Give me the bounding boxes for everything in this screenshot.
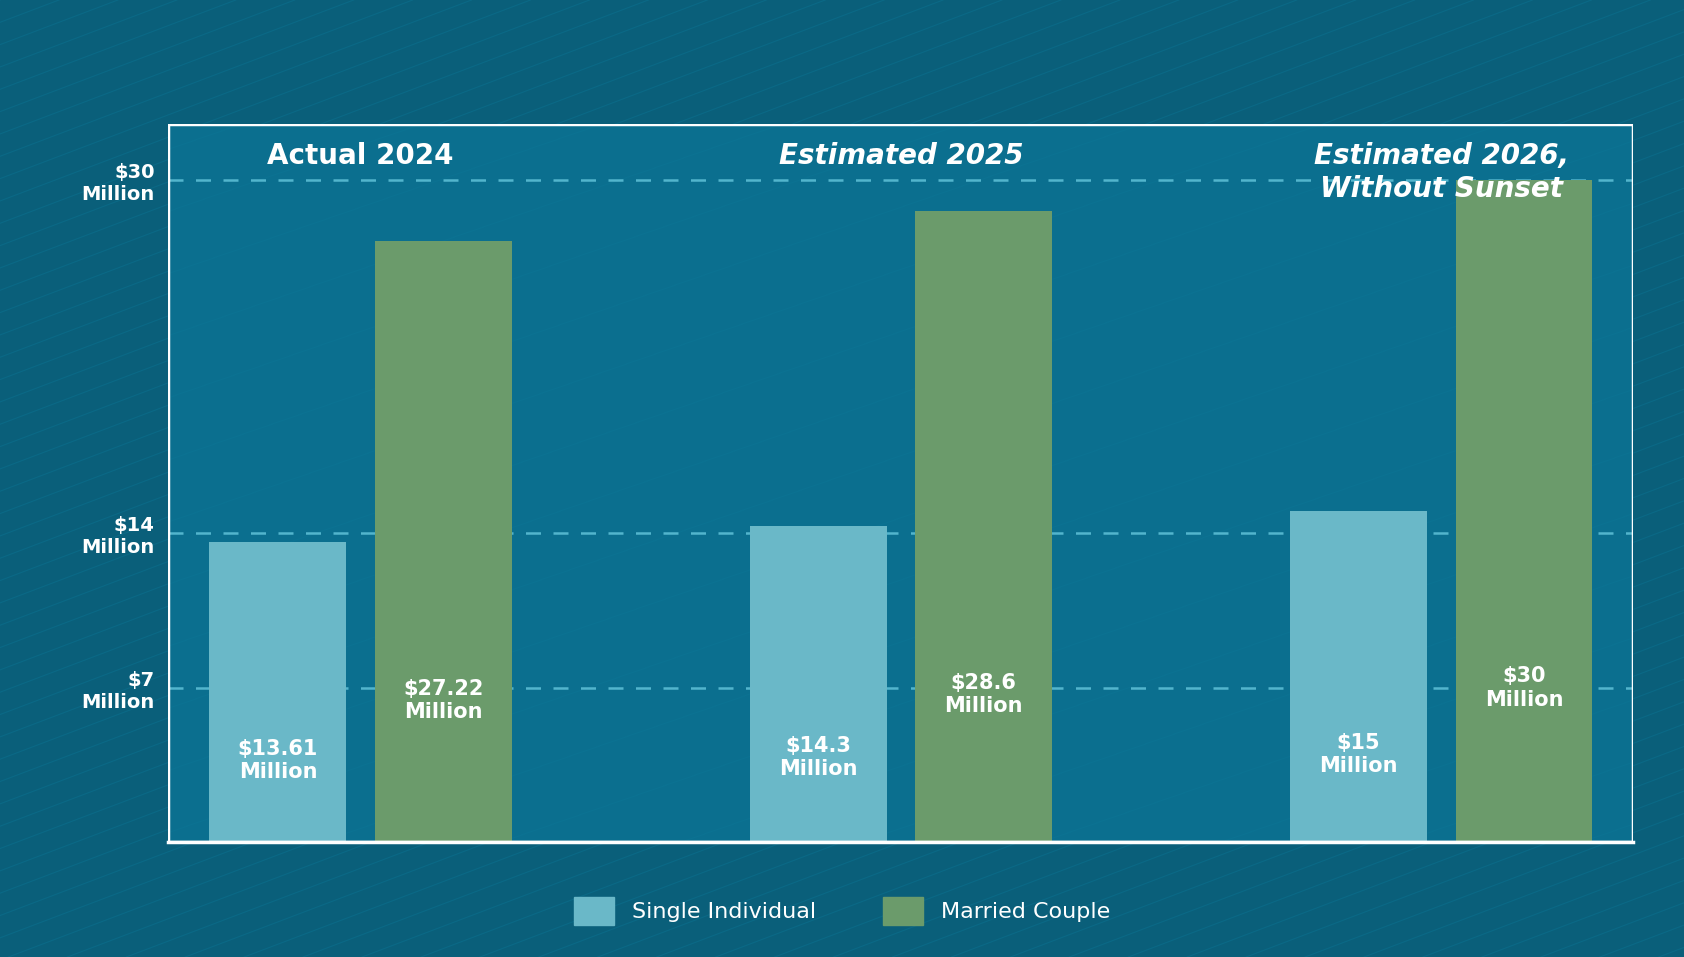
Legend: Single Individual, Married Couple: Single Individual, Married Couple: [562, 885, 1122, 936]
Text: Estimated 2026,
Without Sunset: Estimated 2026, Without Sunset: [1314, 143, 1569, 203]
Text: Actual 2024: Actual 2024: [268, 143, 455, 170]
Text: $15
Million: $15 Million: [1319, 733, 1398, 776]
Text: $13.61
Million: $13.61 Million: [237, 739, 318, 782]
Text: $30
Million: $30 Million: [1485, 666, 1563, 710]
Bar: [1455, 180, 1593, 842]
Bar: [209, 542, 347, 842]
Bar: [749, 526, 886, 842]
Text: $27.22
Million: $27.22 Million: [404, 679, 483, 722]
Bar: [376, 241, 512, 842]
Text: $14.3
Million: $14.3 Million: [780, 736, 857, 779]
Bar: [1290, 511, 1426, 842]
Text: $28.6
Million: $28.6 Million: [945, 673, 1022, 716]
Bar: [916, 211, 1052, 842]
Text: Estimated 2025: Estimated 2025: [778, 143, 1024, 170]
